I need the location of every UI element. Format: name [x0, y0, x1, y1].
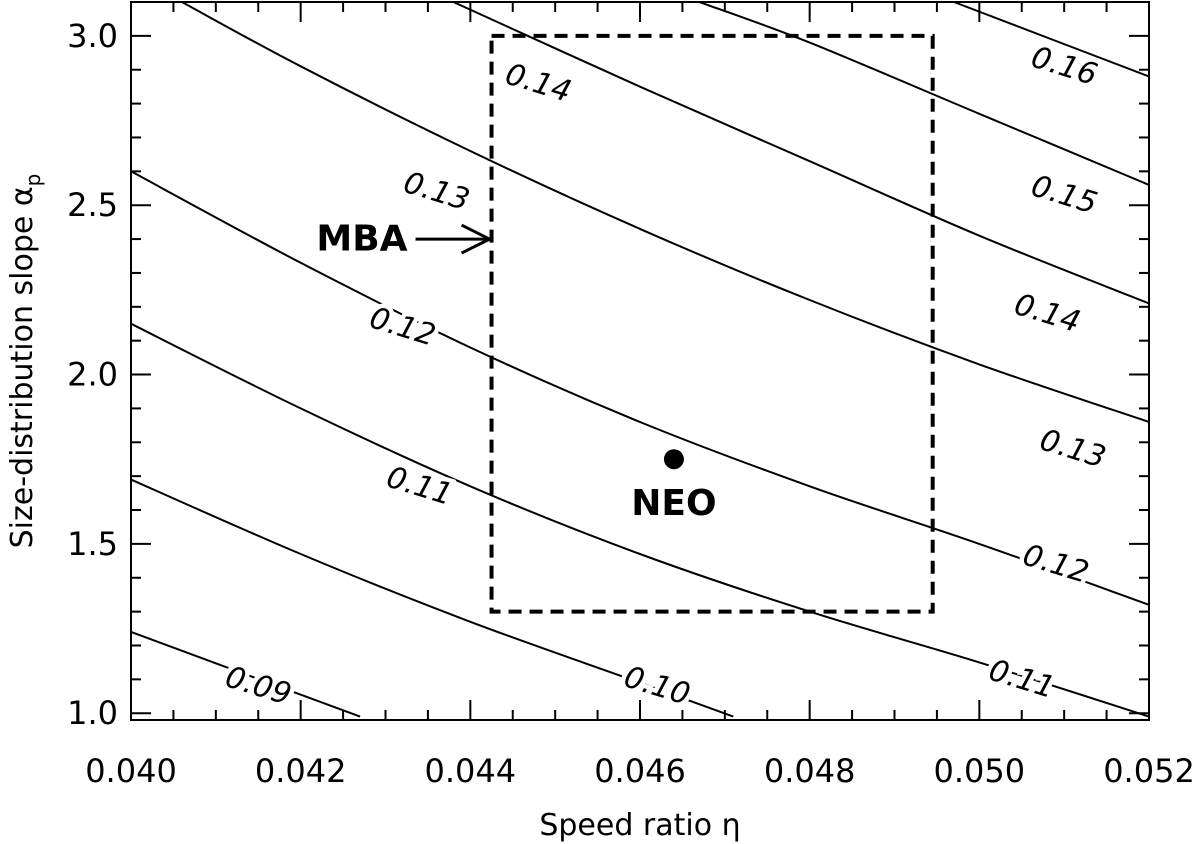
- contour-line-0.09: [131, 630, 361, 718]
- neo-point: [663, 449, 684, 470]
- x-tick-label: 0.052: [1103, 752, 1195, 790]
- contour-label-0.12: 0.12: [365, 301, 439, 354]
- contour-label-0.11: 0.11: [382, 460, 456, 513]
- contour-line-0.13: [181, 2, 1149, 423]
- contour-line-0.14: [452, 2, 1149, 305]
- contour-line-0.16: [953, 2, 1149, 78]
- x-tick-label: 0.050: [934, 752, 1026, 790]
- contour-label-0.11: 0.11: [985, 653, 1059, 706]
- neo-label: NEO: [631, 483, 716, 524]
- contour-label-0.10: 0.10: [620, 660, 694, 713]
- y-axis-title-main: Size-distribution slope α: [5, 186, 40, 548]
- mba-arrow-head: [460, 223, 493, 255]
- x-tick-label: 0.044: [425, 752, 517, 790]
- y-tick-label: 2.0: [67, 356, 118, 394]
- contour-label-0.15: 0.15: [1027, 169, 1101, 222]
- contour-label-0.13: 0.13: [1036, 423, 1110, 476]
- y-tick-label: 2.5: [67, 186, 118, 224]
- contour-line-0.11: [131, 322, 1149, 718]
- dashed-region: [489, 33, 935, 614]
- contour-lines: [131, 2, 1149, 718]
- y-tick-label: 1.5: [67, 525, 118, 563]
- contour-line-0.15: [699, 2, 1149, 186]
- y-tick-label: 1.0: [67, 694, 118, 732]
- region-layer: [489, 33, 935, 614]
- y-axis-title: Size-distribution slope αp: [5, 174, 45, 549]
- x-tick-label: 0.040: [85, 752, 177, 790]
- contour-label-0.13: 0.13: [399, 165, 473, 218]
- axes: 0.040 0.042 0.044 0.046 0.048 0.050 0.052 1.0 1.…: [67, 1, 1195, 790]
- x-axis-title: Speed ratio η: [539, 808, 740, 843]
- annotations: NEO MBA: [316, 219, 716, 525]
- mba-label: MBA: [316, 219, 407, 260]
- contour-label-0.09: 0.09: [221, 660, 295, 713]
- contour-label-0.14: 0.14: [501, 57, 575, 110]
- x-tick-label: 0.046: [594, 752, 686, 790]
- contour-line-0.12: [131, 170, 1149, 606]
- contour-label-0.16: 0.16: [1027, 40, 1101, 93]
- y-tick-label: 3.0: [67, 17, 118, 55]
- x-tick-label: 0.042: [255, 752, 347, 790]
- y-axis-title-subscript: p: [21, 174, 45, 187]
- x-tick-label: 0.048: [764, 752, 856, 790]
- contour-label-0.14: 0.14: [1010, 287, 1084, 340]
- contour-line-0.10: [131, 478, 734, 718]
- contour-label-0.12: 0.12: [1019, 538, 1093, 591]
